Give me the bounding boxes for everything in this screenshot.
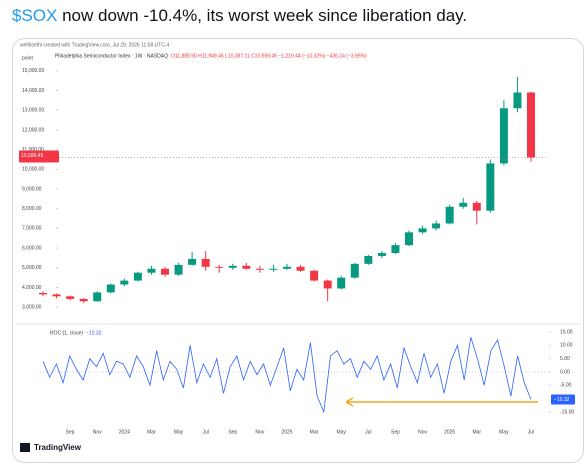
tweet-body: now down -10.4%, its worst week since li… bbox=[57, 6, 468, 25]
candle-body bbox=[242, 265, 251, 269]
y-tick-label: 3,000.00 bbox=[22, 304, 42, 310]
y-tick-label: 9,000.00 bbox=[22, 186, 42, 192]
y-tick-label: 5,000.00 bbox=[22, 265, 42, 271]
candle-body bbox=[188, 258, 197, 265]
candle-body bbox=[377, 253, 386, 256]
x-tick-label: Nov bbox=[93, 429, 102, 435]
x-tick-label: 2026 bbox=[444, 429, 455, 435]
image-frame bbox=[12, 38, 584, 463]
price-label-box bbox=[19, 150, 59, 163]
arrow-head bbox=[345, 397, 354, 407]
y-tick-label: 13,000.00 bbox=[22, 108, 44, 114]
candle-body bbox=[93, 292, 102, 302]
candle-body bbox=[147, 268, 156, 273]
tweet-text: $SOX now down -10.4%, its worst week sin… bbox=[12, 6, 467, 26]
candle-body bbox=[296, 266, 305, 271]
x-tick-label: Nov bbox=[418, 429, 427, 435]
ohlc-text: O11,888.90 H11,949.46 L10,387.11 C10,599… bbox=[171, 53, 367, 59]
candle-body bbox=[459, 202, 468, 207]
value-label-box bbox=[551, 394, 575, 405]
cashtag[interactable]: $SOX bbox=[12, 6, 58, 25]
candle-body bbox=[445, 206, 454, 224]
candle-body bbox=[364, 255, 373, 264]
candle-body bbox=[201, 258, 210, 267]
roc-line bbox=[42, 337, 532, 414]
candle-body bbox=[513, 92, 522, 109]
indicator-value: −10.32 bbox=[86, 330, 102, 336]
x-tick-label: May bbox=[499, 429, 509, 435]
y-tick-label: 15,000.00 bbox=[22, 68, 44, 74]
candle-body bbox=[350, 263, 359, 278]
candle-body bbox=[106, 284, 115, 293]
candle-body bbox=[174, 264, 183, 275]
x-tick-label: Jul bbox=[528, 429, 534, 435]
y-tick-label: 7,000.00 bbox=[22, 226, 42, 232]
y-tick-label: 12,000.00 bbox=[22, 127, 44, 133]
x-tick-label: 2024 bbox=[119, 429, 130, 435]
candle-body bbox=[161, 268, 169, 275]
y-tick-label: 6,000.00 bbox=[22, 245, 42, 251]
value-label: −10.32 bbox=[554, 397, 570, 403]
watermark: wellbsethl created with TradingView.com,… bbox=[20, 42, 170, 48]
y-tick-label: 0.00 bbox=[560, 369, 570, 375]
y-tick-label: -5.00 bbox=[560, 383, 572, 389]
candle-body bbox=[66, 296, 75, 299]
x-tick-label: Jul bbox=[202, 429, 208, 435]
y-tick-label: -15.00 bbox=[560, 409, 574, 415]
x-tick-label: Sep bbox=[66, 429, 75, 435]
x-tick-label: Sep bbox=[228, 429, 237, 435]
candle-body bbox=[310, 270, 319, 281]
x-tick-label: Mar bbox=[147, 429, 156, 435]
x-tick-label: Sep bbox=[391, 429, 400, 435]
candle-body bbox=[337, 277, 346, 289]
candle-body bbox=[527, 92, 535, 158]
candle-body bbox=[323, 280, 332, 289]
indicator-title: ROC (1, close) bbox=[50, 330, 83, 336]
y-tick-label: 15.00 bbox=[560, 329, 573, 335]
y-tick-label: 14,000.00 bbox=[22, 88, 44, 94]
x-tick-label: 2025 bbox=[281, 429, 292, 435]
candle-body bbox=[391, 245, 400, 254]
candle-body bbox=[418, 228, 427, 233]
candle-body bbox=[133, 272, 142, 281]
x-tick-label: Mar bbox=[472, 429, 481, 435]
x-tick-label: May bbox=[174, 429, 184, 435]
x-tick-label: Mar bbox=[310, 429, 319, 435]
y-tick-label: 5.00 bbox=[560, 356, 570, 362]
candle-body bbox=[120, 280, 129, 285]
y-tick-label: 8,000.00 bbox=[22, 206, 42, 212]
candle-body bbox=[255, 268, 264, 270]
price-label: 10,599.45 bbox=[21, 153, 43, 159]
unit-label: point bbox=[22, 55, 33, 61]
candle-body bbox=[215, 266, 224, 268]
x-tick-label: Nov bbox=[255, 429, 264, 435]
x-tick-label: May bbox=[336, 429, 346, 435]
candle-body bbox=[52, 294, 61, 297]
candle-body bbox=[432, 223, 441, 229]
brand-logo bbox=[20, 443, 30, 452]
candle-body bbox=[228, 265, 237, 268]
candle-body bbox=[486, 163, 495, 211]
y-tick-label: 11,000.00 bbox=[22, 147, 44, 153]
y-tick-label: 4,000.00 bbox=[22, 285, 42, 291]
x-tick-label: Jul bbox=[365, 429, 371, 435]
candle-body bbox=[283, 266, 291, 269]
candle-body bbox=[405, 232, 413, 246]
candle-body bbox=[499, 108, 508, 164]
candle-body bbox=[269, 268, 278, 270]
y-tick-label: 10,000.00 bbox=[22, 167, 44, 173]
candle-body bbox=[472, 202, 481, 211]
brand-name: TradingView bbox=[34, 443, 82, 452]
symbol-title: Philadelphia Semiconductor Index · 1W · … bbox=[55, 53, 168, 59]
candle-body bbox=[39, 292, 47, 295]
candle-body bbox=[79, 298, 88, 302]
y-tick-label: 10.00 bbox=[560, 343, 573, 349]
